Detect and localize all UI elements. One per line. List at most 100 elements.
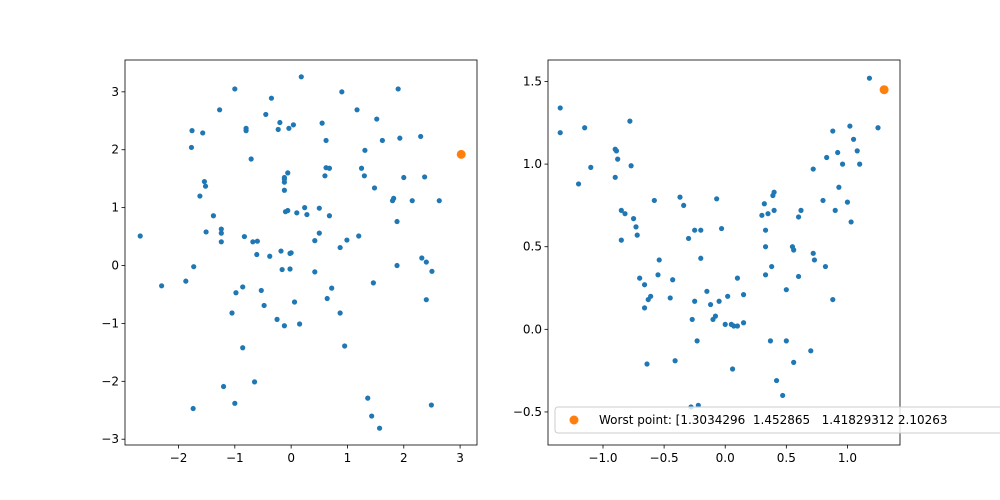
- data-point: [394, 218, 400, 225]
- data-point: [304, 211, 310, 218]
- data-point: [618, 237, 624, 243]
- data-point: [319, 120, 325, 126]
- data-point: [344, 237, 350, 243]
- data-point: [189, 128, 195, 134]
- data-point: [808, 348, 814, 354]
- x-tick-label: 3: [456, 451, 464, 465]
- data-point: [268, 95, 275, 101]
- x-tick-label: −1.0: [588, 451, 617, 465]
- data-point: [810, 166, 816, 172]
- data-point: [422, 174, 428, 180]
- data-point: [692, 227, 698, 233]
- data-point: [362, 147, 368, 153]
- data-point: [419, 255, 425, 261]
- data-point: [769, 263, 775, 270]
- data-point: [287, 266, 293, 272]
- data-point: [734, 323, 741, 329]
- data-point: [395, 86, 401, 92]
- data-point: [232, 86, 238, 92]
- data-point: [190, 405, 196, 412]
- x-tick-label: 0.0: [716, 451, 735, 465]
- data-point: [298, 74, 304, 80]
- data-point: [698, 255, 704, 261]
- axes-frame: [547, 59, 901, 446]
- data-point: [258, 287, 264, 294]
- data-point: [358, 165, 365, 171]
- data-point: [370, 280, 376, 286]
- data-point: [371, 185, 378, 191]
- data-point: [677, 194, 683, 200]
- data-point: [847, 123, 853, 129]
- data-point: [811, 257, 818, 263]
- data-point: [689, 316, 695, 323]
- data-point: [835, 149, 841, 156]
- y-tick-label: 2: [111, 143, 119, 157]
- data-point: [714, 196, 720, 202]
- data-point: [656, 257, 662, 263]
- data-point: [288, 250, 294, 256]
- data-point: [248, 156, 254, 162]
- highlight-point: [879, 85, 889, 95]
- data-point: [725, 293, 731, 299]
- data-point: [820, 197, 826, 204]
- data-point: [218, 230, 224, 236]
- data-point: [281, 323, 287, 329]
- data-point: [220, 383, 227, 390]
- data-point: [588, 164, 594, 170]
- data-point: [557, 105, 563, 111]
- data-point: [267, 253, 273, 259]
- data-point: [712, 313, 719, 319]
- data-point: [281, 174, 287, 181]
- data-point: [365, 395, 371, 401]
- data-point: [200, 130, 206, 136]
- data-point: [326, 213, 333, 219]
- data-point: [850, 136, 857, 142]
- data-point: [202, 183, 209, 189]
- data-point: [685, 235, 692, 242]
- highlight-point: [456, 149, 466, 159]
- data-point: [401, 174, 407, 181]
- data-point: [361, 173, 367, 179]
- data-point: [429, 268, 435, 274]
- data-point: [218, 239, 224, 245]
- data-point: [722, 321, 728, 327]
- data-point: [832, 207, 838, 213]
- data-point: [667, 295, 673, 301]
- data-point: [229, 310, 235, 316]
- data-point: [274, 316, 280, 322]
- data-point: [773, 377, 780, 384]
- data-point: [369, 413, 375, 419]
- data-point: [254, 251, 260, 258]
- y-tick-label: −3: [101, 432, 119, 446]
- data-point: [848, 219, 854, 225]
- x-tick-label: 1.0: [838, 451, 857, 465]
- data-point: [762, 227, 769, 233]
- data-point: [183, 278, 189, 284]
- data-point: [296, 321, 303, 327]
- data-point: [854, 148, 860, 154]
- data-point: [655, 272, 661, 278]
- data-point: [824, 154, 830, 161]
- y-tick-label: −0.5: [513, 405, 542, 419]
- data-point: [830, 296, 836, 303]
- y-tick-label: −1: [101, 316, 119, 330]
- data-point: [844, 199, 851, 205]
- data-point: [613, 148, 620, 154]
- data-point: [275, 126, 281, 133]
- data-point: [294, 210, 300, 216]
- data-point: [391, 195, 397, 201]
- data-point: [261, 302, 267, 309]
- data-point: [241, 233, 247, 240]
- data-point: [670, 277, 676, 283]
- data-point: [681, 202, 687, 209]
- data-point: [634, 232, 640, 238]
- data-point: [197, 193, 203, 199]
- data-point: [783, 287, 789, 293]
- data-point: [286, 125, 292, 131]
- data-point: [316, 205, 322, 211]
- data-point: [232, 400, 238, 406]
- data-point: [397, 135, 403, 141]
- data-point: [337, 244, 343, 251]
- data-point: [729, 366, 736, 372]
